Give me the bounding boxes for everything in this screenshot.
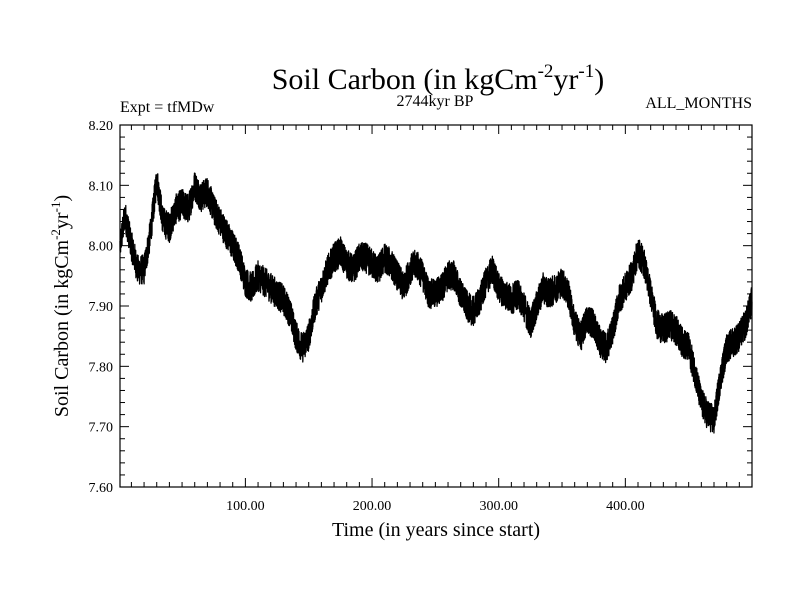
- x-tick-label: 200.00: [353, 499, 392, 514]
- plot-frame: [119, 124, 753, 488]
- experiment-label: Expt = tfMDw: [120, 99, 215, 116]
- x-axis-label: Time (in years since start): [332, 519, 540, 541]
- y-axis-label: Soil Carbon (in kgCm-2yr-1): [48, 195, 73, 417]
- y-tick-label: 7.80: [89, 360, 114, 375]
- y-tick-label: 7.60: [89, 481, 114, 496]
- axis-tick-labels: 100.00 200.00 300.00 400.00 7.60 7.70 7.80 7.90…: [89, 119, 645, 514]
- x-tick-label: 300.00: [479, 499, 518, 514]
- y-tick-label: 8.20: [89, 119, 114, 134]
- y-tick-label: 7.70: [89, 421, 114, 436]
- chart-title: Soil Carbon (in kgCm-2yr-1): [272, 61, 605, 96]
- axis-ticks: [120, 125, 752, 487]
- period-label: 2744kyr BP: [397, 93, 474, 110]
- y-tick-label: 7.90: [89, 300, 114, 315]
- y-tick-label: 8.10: [89, 179, 114, 194]
- months-label: ALL_MONTHS: [645, 95, 752, 112]
- x-tick-label: 100.00: [226, 499, 265, 514]
- soil-carbon-series-line: [119, 172, 753, 434]
- y-tick-label: 8.00: [89, 240, 114, 255]
- x-tick-label: 400.00: [606, 499, 645, 514]
